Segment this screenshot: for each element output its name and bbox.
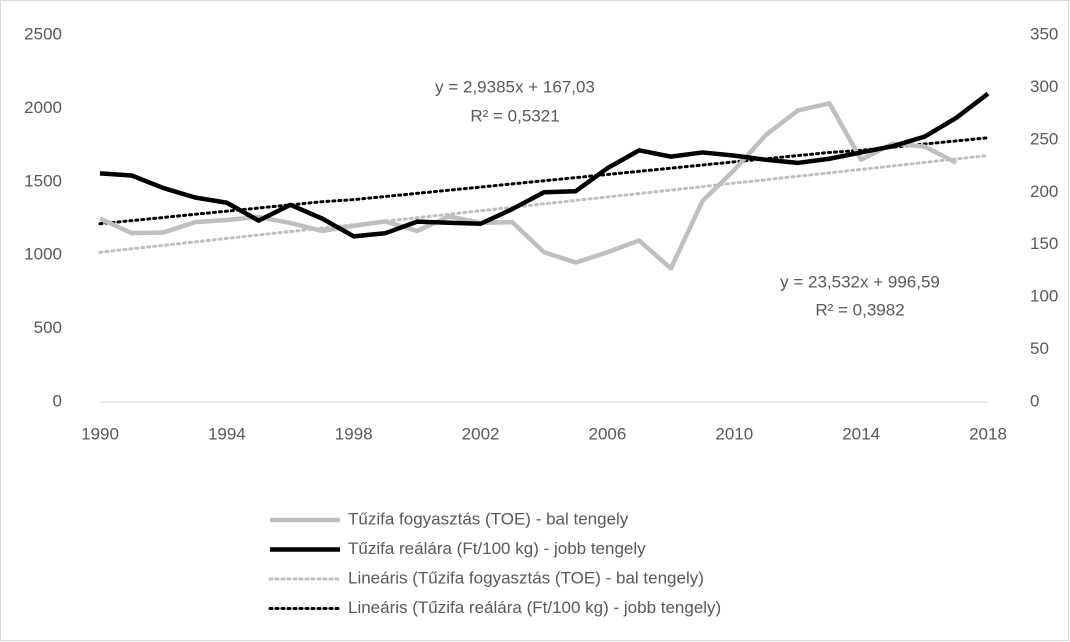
series-line [99, 101, 958, 271]
y-tick-label: 2000 [24, 98, 62, 117]
x-tick-label: 2010 [715, 424, 753, 443]
y2-tick-label: 250 [1030, 129, 1058, 148]
series-line [99, 91, 990, 239]
y2-tick-label: 0 [1030, 391, 1039, 410]
legend-label: Tűzifa fogyasztás (TOE) - bal tengely [348, 509, 629, 528]
y-tick-label: 1500 [24, 171, 62, 190]
y-tick-label: 1000 [24, 245, 62, 264]
x-tick-label: 1994 [208, 424, 246, 443]
x-tick-label: 2014 [842, 424, 880, 443]
y-tick-label: 2500 [24, 24, 62, 43]
y2-tick-label: 150 [1030, 234, 1058, 253]
annotation: y = 2,9385x + 167,03 [435, 77, 595, 96]
trend-line [98, 136, 990, 226]
y-tick-label: 0 [53, 391, 62, 410]
trend-line [98, 154, 990, 254]
x-tick-label: 2006 [589, 424, 627, 443]
x-tick-label: 1998 [335, 424, 373, 443]
annotation: y = 23,532x + 996,59 [780, 272, 940, 291]
y2-tick-label: 350 [1030, 24, 1058, 43]
legend-label: Tűzifa reálára (Ft/100 kg) - jobb tengel… [348, 539, 646, 558]
y-tick-label: 500 [34, 318, 62, 337]
y2-tick-label: 100 [1030, 287, 1058, 306]
x-tick-label: 2018 [969, 424, 1007, 443]
x-tick-label: 2002 [462, 424, 500, 443]
x-tick-label: 1990 [81, 424, 119, 443]
y2-tick-label: 300 [1030, 77, 1058, 96]
annotation: R² = 0,5321 [470, 106, 559, 125]
annotation: R² = 0,3982 [815, 300, 904, 319]
y2-tick-label: 200 [1030, 182, 1058, 201]
y2-tick-label: 50 [1030, 339, 1049, 358]
legend-label: Lineáris (Tűzifa fogyasztás (TOE) - bal … [348, 568, 704, 587]
legend-label: Lineáris (Tűzifa reálára (Ft/100 kg) - j… [348, 598, 721, 617]
